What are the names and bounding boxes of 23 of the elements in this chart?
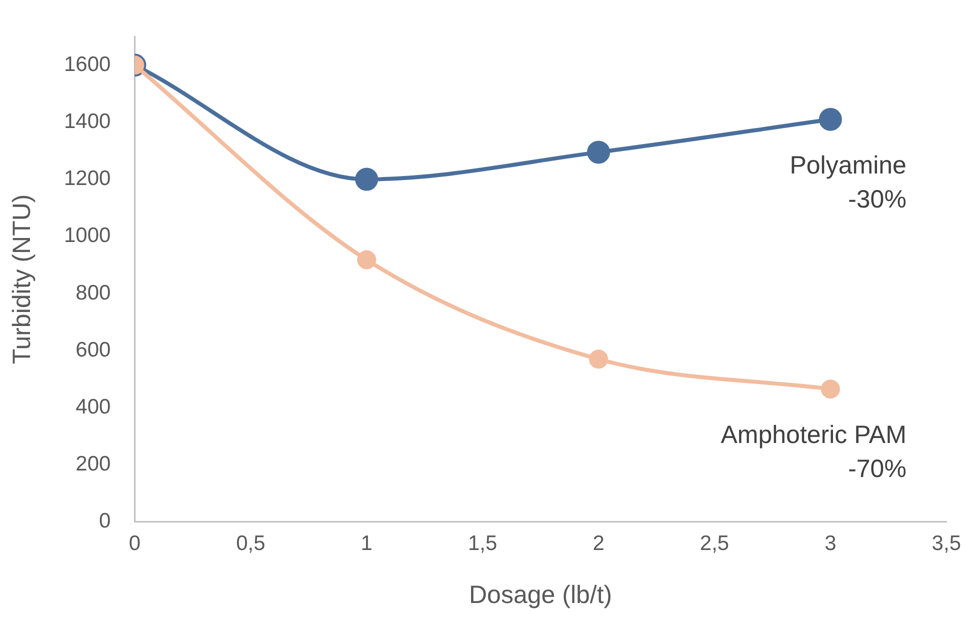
y-tick-label: 0 <box>99 510 111 533</box>
y-tick-label: 1400 <box>64 110 111 134</box>
x-tick-label: 0 <box>128 532 141 556</box>
x-tick-label: 2 <box>592 532 604 556</box>
x-tick-label: 1,5 <box>468 532 498 556</box>
y-tick-label: 400 <box>76 395 111 418</box>
series-label: Amphoteric PAM <box>720 420 906 449</box>
annotation: -30% <box>848 185 906 214</box>
series-label: Polyamine <box>790 151 906 180</box>
annotation: -70% <box>848 454 906 483</box>
y-tick-label: 800 <box>76 281 111 304</box>
y-axis-title: Turbidity (NTU) <box>8 194 36 364</box>
y-tick-label: 600 <box>76 338 111 362</box>
y-tick-label: 1000 <box>64 224 111 248</box>
x-axis-title: Dosage (lb/t) <box>469 580 612 609</box>
x-tick-label: 1 <box>360 532 372 556</box>
x-tick-label: 3,5 <box>932 532 962 556</box>
x-tick-label: 2,5 <box>700 532 730 556</box>
x-tick-label: 3 <box>824 532 836 556</box>
y-tick-label: 1600 <box>64 52 111 76</box>
y-tick-label: 200 <box>76 452 111 476</box>
y-tick-label: 1200 <box>64 167 111 190</box>
x-tick-label: 0,5 <box>236 532 266 556</box>
